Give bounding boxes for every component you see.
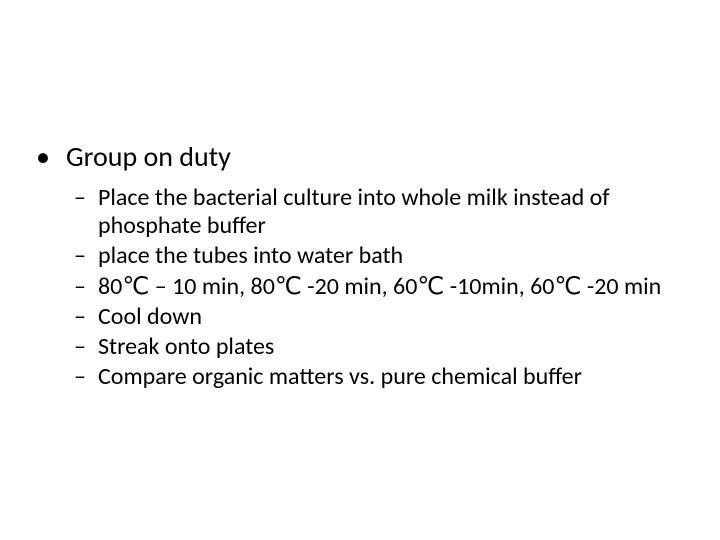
bullet-level2: – Cool down: [34, 303, 690, 331]
bullet-level2: – Streak onto plates: [34, 333, 690, 361]
bullet-level1: • Group on duty: [34, 140, 690, 174]
bullet-dot-icon: •: [34, 140, 66, 174]
bullet-level2-text: Compare organic matters vs. pure chemica…: [98, 363, 690, 391]
bullet-level2-text: Streak onto plates: [98, 333, 690, 361]
bullet-dash-icon: –: [74, 242, 98, 270]
slide: • Group on duty – Place the bacterial cu…: [0, 0, 720, 540]
bullet-dash-icon: –: [74, 333, 98, 361]
bullet-level2-text: Cool down: [98, 303, 690, 331]
bullet-level2-text: Place the bacterial culture into whole m…: [98, 184, 690, 241]
bullet-level2-text: place the tubes into water bath: [98, 242, 690, 270]
bullet-level2: – Compare organic matters vs. pure chemi…: [34, 363, 690, 391]
bullet-level2-text: 80℃ – 10 min, 80℃ -20 min, 60℃ -10min, 6…: [98, 273, 690, 301]
bullet-dash-icon: –: [74, 184, 98, 241]
bullet-level2: – Place the bacterial culture into whole…: [34, 184, 690, 241]
bullet-level2: – 80℃ – 10 min, 80℃ -20 min, 60℃ -10min,…: [34, 273, 690, 301]
bullet-level1-text: Group on duty: [66, 140, 690, 174]
bullet-dash-icon: –: [74, 273, 98, 301]
bullet-dash-icon: –: [74, 303, 98, 331]
bullet-level2: – place the tubes into water bath: [34, 242, 690, 270]
bullet-dash-icon: –: [74, 363, 98, 391]
